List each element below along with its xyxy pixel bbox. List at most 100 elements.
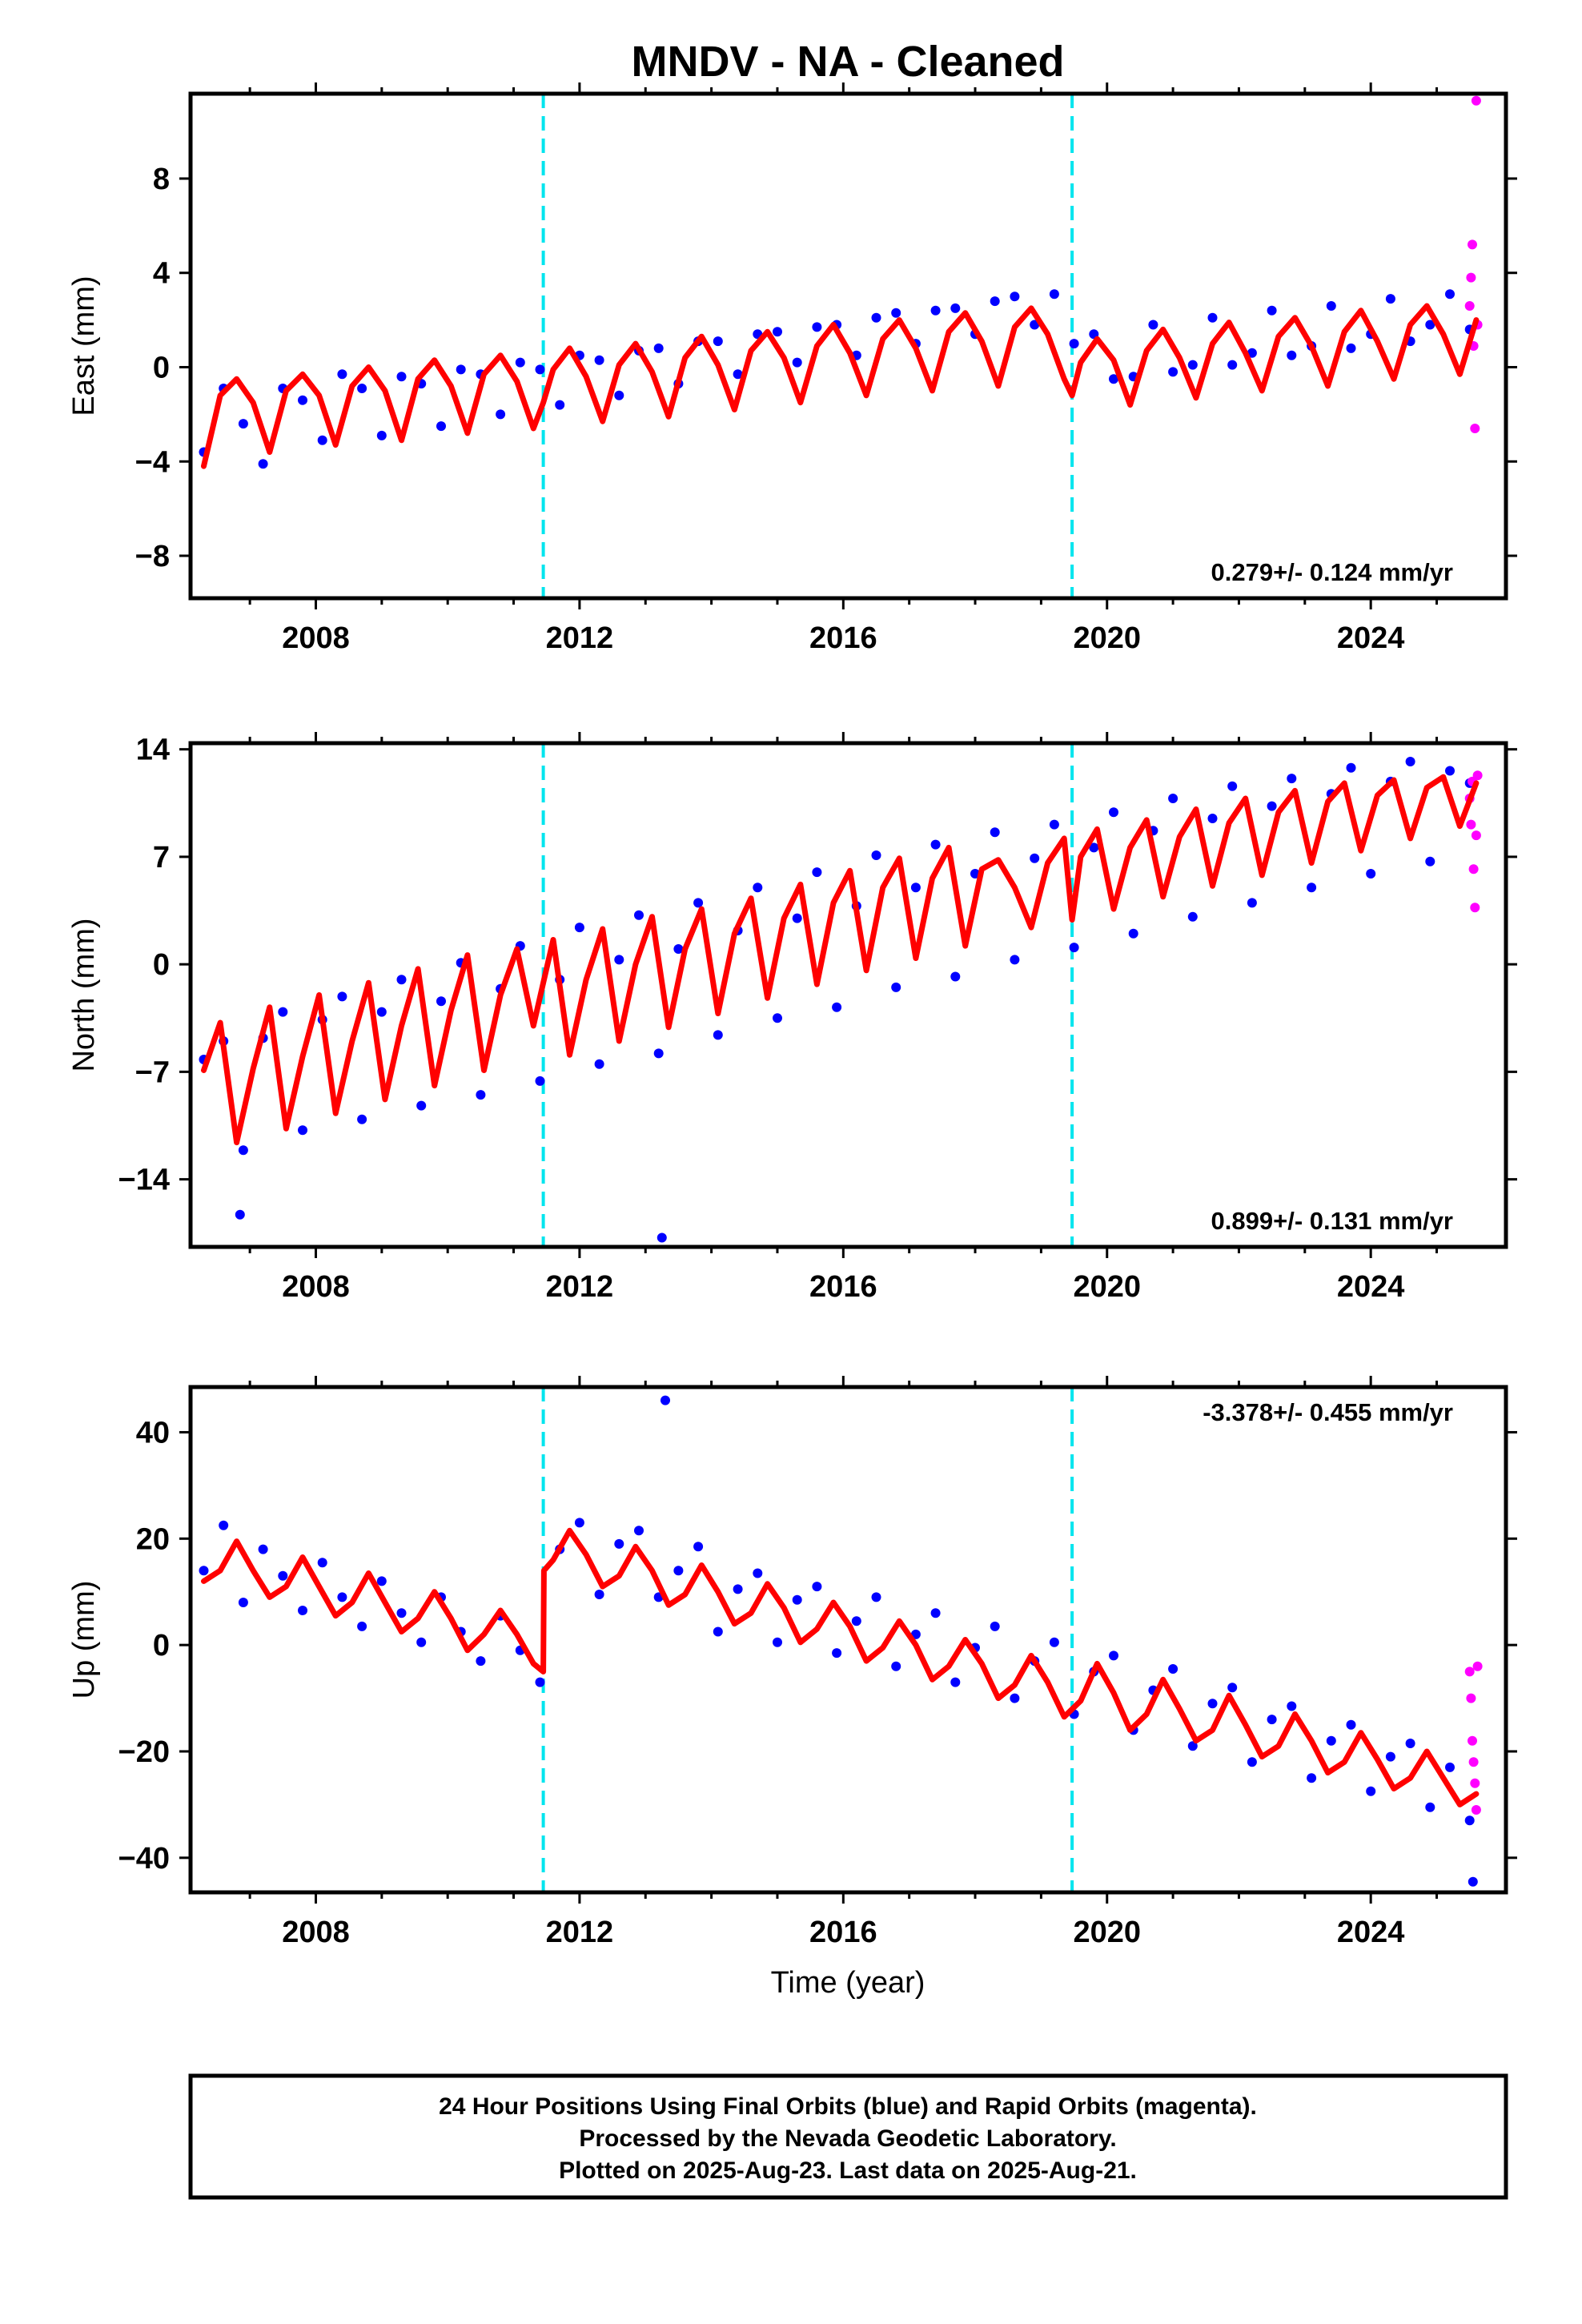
north-final-point — [1366, 869, 1376, 879]
up-rapid-point — [1470, 1778, 1480, 1788]
east-final-point — [773, 327, 782, 337]
up-final-point — [1010, 1693, 1020, 1703]
north-final-point — [614, 955, 624, 965]
east-final-point — [930, 305, 941, 316]
up-plot-area — [191, 1387, 1506, 1892]
up-final-point — [396, 1608, 407, 1618]
east-data-layer — [199, 94, 1483, 598]
east-final-point — [1346, 343, 1356, 353]
north-final-point — [1267, 801, 1277, 811]
north-final-point — [1049, 819, 1059, 830]
up-final-point — [317, 1558, 327, 1568]
north-frame — [188, 741, 1508, 1249]
north-rate-label: 0.899+/- 0.131 mm/yr — [1211, 1207, 1453, 1235]
up-y-tick-label: −20 — [118, 1735, 170, 1769]
north-panel: 2008 2012 2016 2020 2024 −14 −7 0 7 14 North (mm) 0… — [67, 732, 1517, 1304]
north-final-point — [1168, 794, 1178, 803]
east-final-point — [713, 336, 723, 347]
east-final-point — [1010, 292, 1020, 302]
east-final-point — [515, 357, 525, 368]
north-final-point — [753, 883, 763, 893]
east-frame — [188, 91, 1508, 601]
up-final-point — [476, 1656, 486, 1667]
east-rate-label: 0.279+/- 0.124 mm/yr — [1211, 558, 1453, 586]
north-final-point — [1089, 842, 1099, 853]
east-x-tick-label: 2024 — [1337, 621, 1405, 655]
north-final-point — [1109, 807, 1118, 818]
east-rapid-point — [1466, 272, 1476, 283]
up-final-point — [1346, 1719, 1356, 1730]
north-final-point — [950, 971, 961, 982]
east-final-point — [1207, 312, 1218, 323]
up-final-point — [1405, 1739, 1415, 1748]
east-final-point — [1267, 305, 1277, 316]
north-final-point — [396, 975, 407, 985]
up-final-point — [990, 1621, 1000, 1631]
up-final-point — [1187, 1741, 1198, 1751]
east-rapid-point — [1470, 424, 1480, 433]
up-final-point — [832, 1648, 842, 1659]
east-x-tick-label: 2008 — [282, 621, 350, 655]
up-final-point — [1287, 1701, 1297, 1711]
up-final-point — [871, 1592, 881, 1602]
north-final-point — [990, 827, 1000, 838]
north-y-tick-label: 14 — [136, 734, 170, 767]
north-rapid-point — [1471, 830, 1481, 841]
up-final-point — [238, 1598, 248, 1607]
north-y-tick-label: −7 — [135, 1055, 170, 1089]
north-final-point — [594, 1059, 604, 1069]
up-final-point — [634, 1526, 644, 1536]
up-final-point — [661, 1395, 670, 1405]
north-final-point — [476, 1090, 486, 1100]
up-data-layer — [199, 1387, 1483, 1892]
north-final-point — [337, 991, 347, 1002]
up-x-tick-label: 2012 — [546, 1916, 614, 1949]
east-final-point — [1049, 289, 1059, 300]
east-panel: 2008 2012 2016 2020 2024 −8 −4 0 4 8 East (mm) 0.27… — [67, 82, 1517, 655]
up-y-tick-label: 0 — [153, 1629, 170, 1663]
up-final-point — [416, 1637, 427, 1647]
up-final-point — [298, 1606, 307, 1615]
north-final-point — [1346, 762, 1356, 773]
east-x-tick-label: 2016 — [809, 621, 877, 655]
up-final-point — [1109, 1651, 1118, 1661]
north-final-point — [713, 1030, 723, 1040]
up-final-point — [1464, 1815, 1475, 1826]
east-final-point — [1148, 320, 1158, 330]
north-final-point — [436, 996, 446, 1007]
north-final-point — [693, 898, 704, 908]
north-final-point — [673, 944, 684, 954]
east-final-point — [594, 355, 604, 365]
up-rapid-point — [1472, 1661, 1483, 1671]
east-final-point — [357, 384, 367, 393]
up-final-point — [1049, 1637, 1059, 1647]
up-x-tick-label: 2024 — [1337, 1916, 1405, 1949]
north-final-point — [1307, 883, 1317, 893]
east-final-point — [317, 435, 327, 445]
north-x-tick-label: 2012 — [546, 1270, 614, 1304]
north-rapid-point — [1468, 864, 1479, 875]
up-final-point — [930, 1608, 941, 1618]
footer-box: 24 Hour Positions Using Final Orbits (bl… — [188, 2073, 1508, 2200]
up-final-point — [1207, 1699, 1218, 1709]
up-model-line — [201, 1527, 1480, 1807]
east-final-point — [1227, 360, 1238, 370]
up-final-point — [219, 1520, 229, 1530]
up-y-tick-label: 20 — [136, 1522, 170, 1556]
east-final-point — [555, 400, 565, 410]
up-final-point — [851, 1616, 861, 1626]
east-y-tick-label: 8 — [153, 163, 170, 196]
east-final-point — [1168, 367, 1178, 377]
east-y-tick-label: 4 — [153, 257, 170, 291]
up-final-point — [693, 1542, 704, 1552]
east-final-point — [238, 419, 248, 429]
up-final-point — [278, 1570, 288, 1581]
up-rapid-point — [1468, 1735, 1477, 1746]
up-final-point — [1247, 1757, 1257, 1767]
up-final-point — [594, 1590, 604, 1599]
up-final-point — [1445, 1762, 1455, 1772]
north-y-tick-label: −14 — [118, 1164, 170, 1197]
east-final-point — [1109, 374, 1118, 384]
east-final-point — [1187, 360, 1198, 370]
east-final-point — [871, 312, 881, 323]
